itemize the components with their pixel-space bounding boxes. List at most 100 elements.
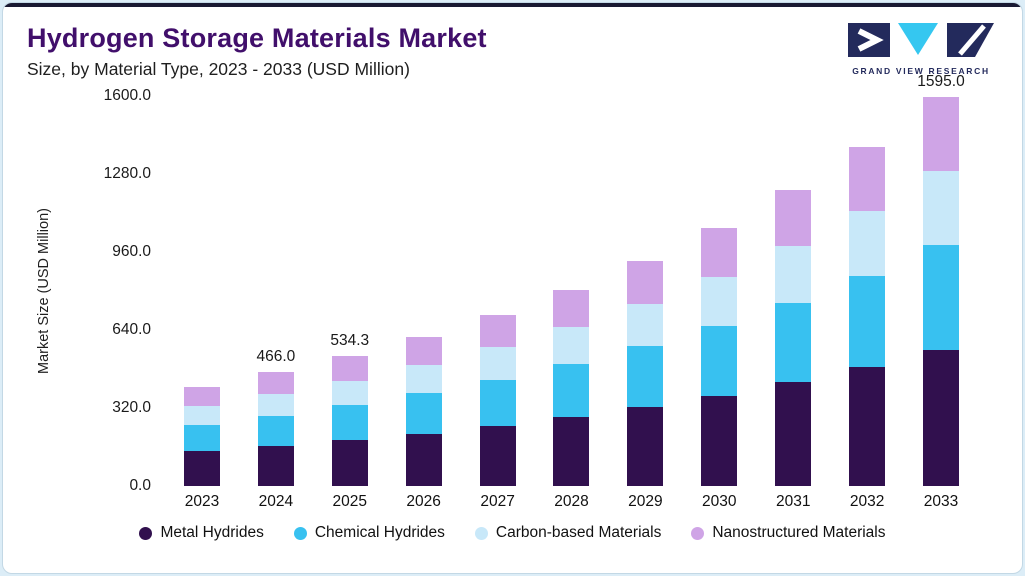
x-tick-label: 2030 — [702, 493, 737, 510]
bar-segment — [479, 347, 516, 380]
bar-column: 466.0 — [239, 96, 313, 486]
legend-color-dot — [474, 526, 488, 540]
bar-segment — [183, 405, 220, 425]
stacked-bar — [849, 146, 886, 486]
plot-wrap: 466.0 534.3 1595.0 2023 2024 2025 2026 2027 202… — [165, 73, 978, 511]
bar-segment — [553, 327, 590, 365]
header: Hydrogen Storage Materials Market Size, … — [3, 7, 1022, 80]
bar-segment — [331, 440, 368, 486]
bar-segment — [775, 382, 812, 486]
bar-value-label: 1595.0 — [917, 73, 965, 91]
bar-segment — [923, 171, 960, 245]
x-tick-label: 2028 — [554, 493, 589, 510]
bar-segment — [701, 228, 738, 278]
bar-segment — [331, 355, 368, 381]
y-tick-label: 1600.0 — [103, 87, 151, 104]
bar-segment — [553, 417, 590, 486]
bar-segment — [849, 146, 886, 212]
bar-segment — [331, 405, 368, 441]
stacked-bar — [405, 336, 442, 486]
bar-segment — [627, 346, 664, 408]
bar-value-label: 534.3 — [330, 331, 370, 349]
legend-color-dot — [293, 526, 307, 540]
bar-segment — [701, 277, 738, 327]
stacked-bar — [183, 387, 220, 486]
page-title: Hydrogen Storage Materials Market — [27, 23, 487, 53]
y-tick-label: 0.0 — [129, 477, 151, 494]
bar-column — [756, 96, 830, 486]
legend-item: Nanostructured Materials — [691, 524, 886, 542]
top-accent-bar — [3, 3, 1022, 7]
stacked-bar — [627, 260, 664, 486]
bar-column — [830, 96, 904, 486]
bar-segment — [627, 303, 664, 347]
plot-area: 466.0 534.3 1595.0 — [165, 73, 978, 486]
bar-segment — [627, 407, 664, 486]
y-tick-label: 640.0 — [112, 321, 151, 338]
bar-segment — [775, 302, 812, 383]
bar-value-label: 466.0 — [256, 348, 296, 366]
bar-segment — [553, 289, 590, 328]
bar-column — [682, 96, 756, 486]
bar-segment — [627, 260, 664, 304]
bar-segment — [479, 314, 516, 348]
stacked-bar — [775, 190, 812, 486]
legend-color-dot — [139, 526, 153, 540]
chart-area: Market Size (USD Million) 0.0 320.0 640.0 9… — [3, 73, 1022, 511]
bar-column: 534.3 — [313, 96, 387, 486]
y-tick-label: 1280.0 — [103, 165, 151, 182]
x-tick-label: 2024 — [258, 493, 294, 510]
page-subtitle: Size, by Material Type, 2023 - 2033 (USD… — [27, 59, 410, 79]
bar-segment — [183, 424, 220, 452]
x-axis-labels: 2023 2024 2025 2026 2027 2028 2029 2030 2031 2032… — [165, 493, 978, 511]
bar-segment — [405, 433, 442, 486]
bar-column: 1595.0 — [904, 73, 978, 486]
bar-segment — [257, 446, 294, 486]
bar-segment — [479, 379, 516, 427]
stacked-bar — [701, 228, 738, 486]
legend-item: Carbon-based Materials — [474, 524, 662, 542]
y-axis-title: Market Size (USD Million) — [36, 208, 52, 374]
stacked-bar — [553, 289, 590, 486]
legend: Metal Hydrides Chemical Hydrides Carbon-ba… — [3, 524, 1022, 542]
y-tick-label: 320.0 — [112, 399, 151, 416]
brand-logo-icon — [848, 23, 994, 57]
brand-logo: GRAND VIEW RESEARCH — [846, 21, 996, 76]
stacked-bar — [257, 372, 294, 486]
legend-item: Metal Hydrides — [139, 524, 264, 542]
x-tick-label: 2029 — [628, 493, 663, 510]
legend-label: Carbon-based Materials — [495, 524, 662, 541]
legend-item: Chemical Hydrides — [293, 524, 445, 542]
legend-color-dot — [691, 526, 705, 540]
bar-segment — [849, 275, 886, 368]
bar-segment — [183, 387, 220, 406]
bar-segment — [775, 190, 812, 247]
bar-segment — [257, 394, 294, 416]
legend-label: Nanostructured Materials — [712, 524, 886, 541]
bar-segment — [923, 349, 960, 486]
y-tick-label: 960.0 — [112, 243, 151, 260]
bar-segment — [701, 326, 738, 396]
bar-segment — [775, 246, 812, 303]
stacked-bar — [331, 355, 368, 486]
bar-segment — [849, 211, 886, 276]
bar-segment — [405, 336, 442, 366]
bar-column — [387, 96, 461, 486]
stacked-bar — [923, 97, 960, 486]
bar-segment — [553, 364, 590, 418]
bar-segment — [405, 393, 442, 434]
y-axis: 0.0 320.0 640.0 960.0 1280.0 1600.0 — [59, 87, 151, 494]
bar-segment — [849, 367, 886, 486]
bar-column — [535, 96, 609, 486]
legend-label: Chemical Hydrides — [314, 524, 445, 541]
brand-logo-text: GRAND VIEW RESEARCH — [852, 66, 990, 76]
bar-segment — [331, 380, 368, 406]
x-tick-label: 2027 — [480, 493, 515, 510]
x-tick-label: 2025 — [332, 493, 367, 510]
bar-segment — [923, 244, 960, 350]
bar-column — [461, 96, 535, 486]
bar-column — [165, 96, 239, 486]
x-tick-label: 2032 — [849, 493, 885, 510]
x-tick-label: 2033 — [923, 493, 959, 510]
